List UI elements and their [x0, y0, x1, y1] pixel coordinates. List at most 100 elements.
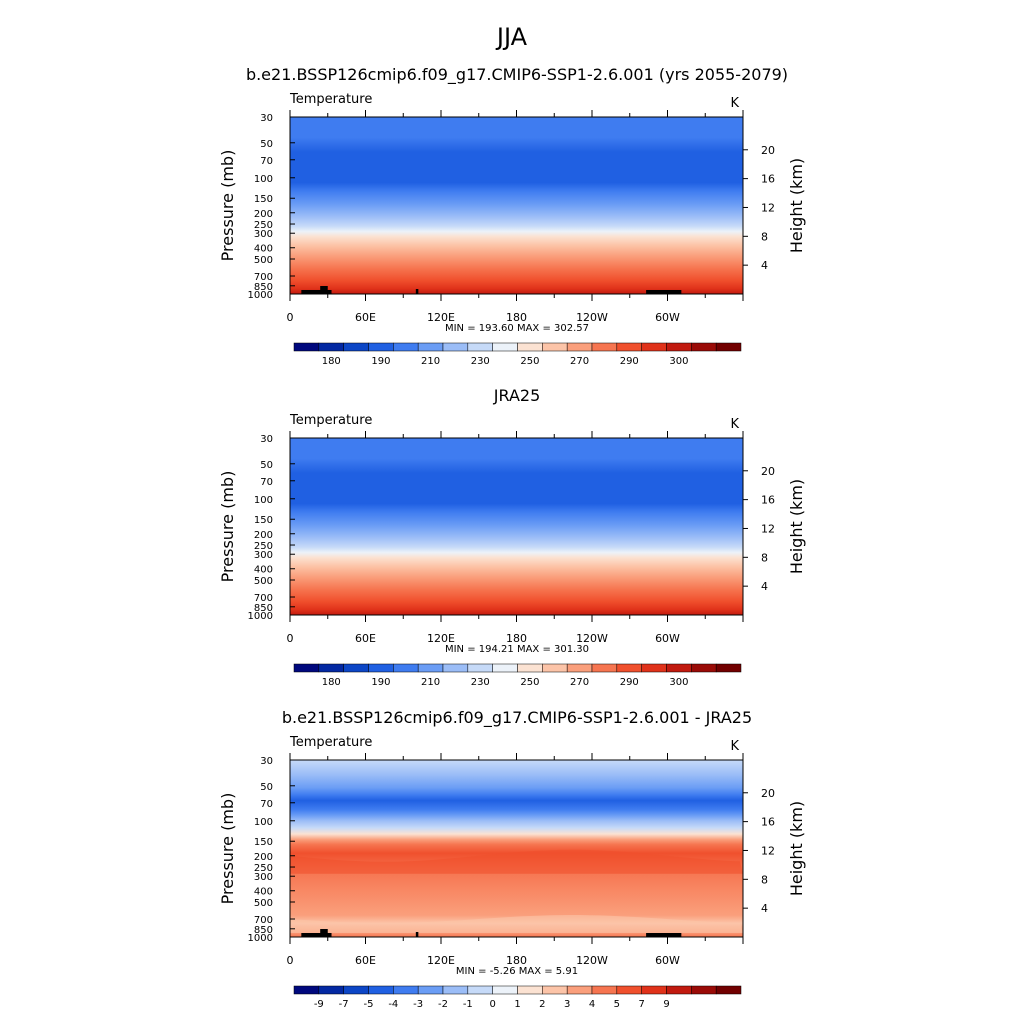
right-axis-label: Height (km)	[787, 158, 806, 253]
y-tick-label: 50	[260, 460, 273, 471]
right-tick-label: 16	[761, 173, 775, 186]
units-label: K	[730, 96, 739, 111]
colorbar-label: -2	[438, 999, 448, 1010]
y-axis-label: Pressure (mb)	[218, 793, 237, 905]
colorbar-label: -4	[388, 999, 398, 1010]
y-tick-label: 150	[254, 194, 273, 205]
x-tick-label: 60E	[355, 632, 376, 645]
colorbar-swatch	[666, 342, 692, 352]
y-tick-label: 250	[254, 863, 273, 874]
temperature-field	[290, 117, 743, 294]
right-tick-label: 16	[761, 816, 775, 829]
x-tick-label: 120W	[576, 954, 608, 967]
y-tick-label: 700	[254, 915, 273, 926]
colorbar-label: -9	[314, 999, 324, 1010]
colorbar-label: -7	[339, 999, 349, 1010]
colorbar-label: 230	[471, 356, 490, 367]
panel-1: b.e21.BSSP126cmip6.f09_g17.CMIP6-SSP1-2.…	[218, 65, 806, 367]
x-tick-label: 120E	[427, 311, 455, 324]
colorbar-label: 290	[620, 677, 639, 688]
x-tick-label: 120E	[427, 954, 455, 967]
colorbar-swatch	[417, 985, 444, 995]
x-tick-label: 120W	[576, 311, 608, 324]
panel-title: JRA25	[493, 386, 541, 405]
colorbar-label: 300	[669, 356, 688, 367]
y-tick-label: 30	[260, 756, 273, 767]
colorbar-swatch	[616, 342, 642, 352]
min-max-stats: MIN = -5.26 MAX = 5.91	[456, 966, 578, 977]
page-title: JJA	[495, 23, 528, 51]
right-tick-label: 20	[761, 144, 775, 157]
right-tick-label: 8	[761, 230, 768, 243]
colorbar-swatch	[293, 663, 320, 673]
colorbar-swatch	[542, 342, 568, 352]
colorbar-swatch	[442, 985, 469, 995]
topo-block	[646, 290, 682, 294]
x-tick-label: 60W	[655, 311, 680, 324]
y-tick-label: 850	[254, 925, 273, 936]
y-tick-label: 30	[260, 113, 273, 124]
right-tick-label: 20	[761, 465, 775, 478]
y-tick-label: 500	[254, 255, 273, 266]
colorbar-swatch	[641, 985, 667, 995]
y-tick-label: 700	[254, 593, 273, 604]
right-tick-label: 12	[761, 201, 775, 214]
y-tick-label: 500	[254, 898, 273, 909]
colorbar-label: 9	[663, 999, 669, 1010]
colorbar-swatch	[393, 985, 419, 995]
colorbar-swatch	[368, 985, 394, 995]
y-tick-label: 300	[254, 229, 273, 240]
y-tick-label: 50	[260, 139, 273, 150]
y-tick-label: 400	[254, 565, 273, 576]
y-tick-label: 150	[254, 837, 273, 848]
colorbar-swatch	[715, 663, 742, 673]
topo-block	[320, 286, 328, 294]
colorbar-label: 2	[539, 999, 545, 1010]
temperature-field	[290, 760, 743, 937]
x-tick-label: 180	[506, 311, 527, 324]
colorbar-label: 7	[638, 999, 644, 1010]
colorbar-swatch	[368, 663, 394, 673]
y-tick-label: 850	[254, 282, 273, 293]
colorbar-swatch	[393, 342, 419, 352]
right-tick-label: 4	[761, 902, 768, 915]
colorbar-label: 250	[520, 356, 539, 367]
colorbar-swatch	[616, 663, 642, 673]
x-tick-label: 60W	[655, 632, 680, 645]
colorbar-label: 190	[371, 677, 390, 688]
y-tick-label: 100	[254, 174, 273, 185]
y-tick-label: 200	[254, 209, 273, 220]
x-tick-label: 0	[287, 632, 294, 645]
colorbar-swatch	[641, 663, 667, 673]
y-tick-label: 70	[260, 799, 273, 810]
colorbar-swatch	[691, 985, 717, 995]
right-axis-label: Height (km)	[787, 801, 806, 896]
x-tick-label: 60W	[655, 954, 680, 967]
right-tick-label: 8	[761, 551, 768, 564]
x-tick-label: 180	[506, 954, 527, 967]
colorbar-swatch	[492, 985, 518, 995]
plot-area	[290, 760, 743, 937]
right-tick-label: 12	[761, 522, 775, 535]
plot-area	[290, 117, 743, 294]
units-label: K	[730, 739, 739, 754]
x-tick-label: 180	[506, 632, 527, 645]
right-tick-label: 16	[761, 494, 775, 507]
plot-area	[290, 438, 743, 615]
colorbar-label: 190	[371, 356, 390, 367]
right-tick-label: 12	[761, 844, 775, 857]
y-tick-label: 250	[254, 220, 273, 231]
y-tick-label: 1000	[248, 611, 273, 622]
colorbar: -9 -7 -5 -4 -3 -2 -1 0 1 2 3 4 5 7 9	[293, 985, 742, 1010]
variable-label: Temperature	[289, 92, 372, 107]
colorbar-swatch	[492, 342, 518, 352]
y-tick-label: 200	[254, 852, 273, 863]
field-band	[290, 915, 743, 933]
colorbar-swatch	[566, 985, 593, 995]
colorbar-swatch	[442, 663, 469, 673]
y-tick-label: 250	[254, 541, 273, 552]
colorbar-swatch	[393, 663, 419, 673]
colorbar-swatch	[467, 663, 493, 673]
y-tick-label: 300	[254, 872, 273, 883]
